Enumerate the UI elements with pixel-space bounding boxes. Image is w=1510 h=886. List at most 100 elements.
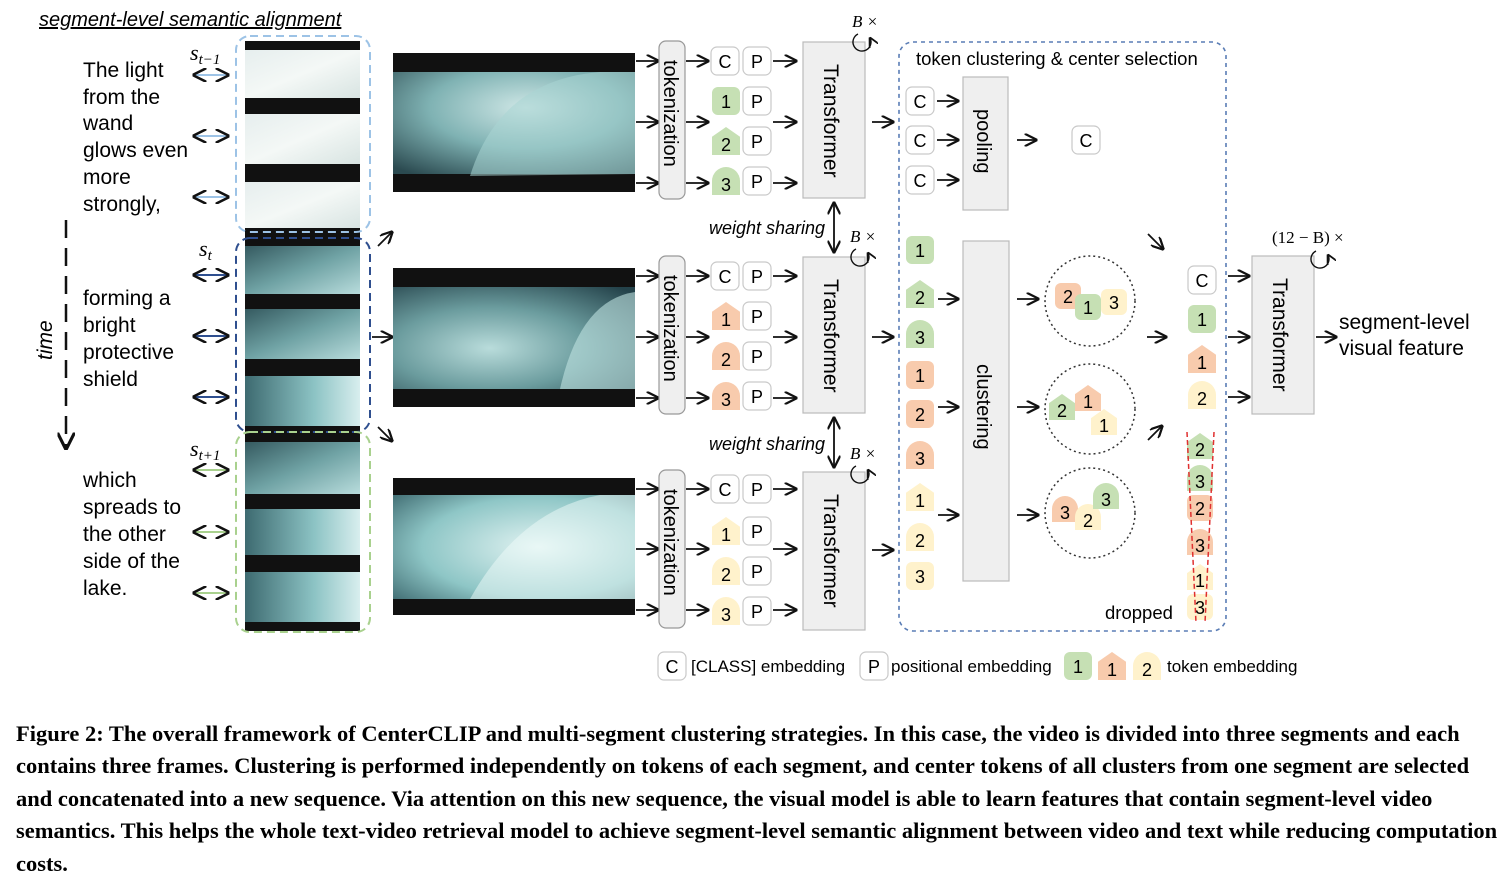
clustered-token: 3 (1052, 496, 1078, 523)
svg-text:C: C (1080, 131, 1093, 151)
segment-text-line: wand (82, 112, 133, 135)
svg-text:3: 3 (721, 390, 731, 410)
pooling-box: pooling (962, 76, 1009, 211)
video-frame (245, 509, 360, 555)
dropped-token: 2 (1187, 433, 1213, 460)
transformer-box: Transformer (802, 471, 866, 631)
svg-text:2: 2 (915, 288, 925, 308)
legend-token-icon: 2 (1133, 652, 1161, 680)
video-frame (245, 442, 360, 494)
cluster-circle (1044, 363, 1136, 455)
svg-text:C: C (914, 92, 927, 112)
svg-text:tokenization: tokenization (659, 275, 681, 382)
patch-token: 3 (712, 597, 740, 625)
svg-text:Transformer: Transformer (819, 494, 842, 608)
patch-token: 1 (712, 517, 740, 545)
weight-sharing-label: weight sharing (709, 218, 825, 238)
svg-text:1: 1 (915, 366, 925, 386)
patch-token: 1 (712, 87, 740, 115)
svg-text:B ×: B × (850, 444, 876, 463)
positional-token: P (742, 596, 772, 626)
patch-token: 3 (906, 441, 934, 469)
cluster-circle (1044, 255, 1136, 347)
segment-text-line: spreads to (83, 496, 181, 519)
patch-token: 2 (906, 400, 934, 428)
positional-token: P (742, 556, 772, 586)
legend-token-label: token embedding (1167, 657, 1297, 676)
positional-token: P (742, 381, 772, 411)
clustered-token: 2 (1049, 394, 1075, 421)
center-token: 1 (1188, 305, 1216, 333)
segment-text-line: from the (83, 86, 160, 109)
svg-text:P: P (751, 132, 763, 152)
svg-text:1: 1 (1197, 310, 1207, 330)
final-transformer-box: Transformer (1251, 255, 1315, 415)
tokenization-box: tokenization (658, 40, 686, 200)
svg-text:1: 1 (721, 92, 731, 112)
svg-text:1: 1 (1107, 660, 1117, 680)
weight-sharing-label: weight sharing (709, 434, 825, 454)
video-frame (245, 376, 360, 426)
big-frame (393, 53, 635, 192)
video-frame (245, 246, 360, 294)
clustered-token: 1 (1075, 385, 1101, 412)
svg-text:3: 3 (721, 175, 731, 195)
svg-text:C: C (719, 480, 732, 500)
segment-text-line: The light (83, 59, 164, 82)
segment-symbol: st (199, 236, 213, 264)
clustered-token: 2 (1055, 283, 1081, 309)
patch-token: 3 (906, 562, 934, 590)
svg-text:P: P (751, 267, 763, 287)
svg-text:3: 3 (721, 605, 731, 625)
svg-text:C: C (666, 657, 679, 677)
svg-text:Transformer: Transformer (1268, 278, 1291, 392)
patch-token: 2 (906, 523, 934, 551)
positional-token: P (742, 341, 772, 371)
svg-text:1: 1 (1083, 298, 1093, 318)
svg-text:3: 3 (915, 328, 925, 348)
segment-group-3 (235, 431, 371, 633)
patch-token: 1 (906, 483, 934, 511)
clustered-token: 1 (1075, 294, 1101, 320)
positional-token: P (742, 46, 772, 76)
video-frame (245, 182, 360, 228)
svg-text:2: 2 (1063, 287, 1073, 307)
output-label: visual feature (1339, 337, 1464, 360)
svg-text:pooling: pooling (972, 109, 994, 174)
alignment-arrows-2 (194, 275, 228, 397)
video-frame (245, 114, 360, 164)
svg-text:3: 3 (1195, 598, 1205, 618)
svg-text:2: 2 (1057, 401, 1067, 421)
svg-text:2: 2 (1195, 440, 1205, 460)
svg-text:C: C (719, 52, 732, 72)
svg-text:2: 2 (721, 135, 731, 155)
tokenization-box: tokenization (658, 255, 686, 415)
svg-text:B ×: B × (852, 12, 878, 31)
svg-text:1: 1 (1099, 416, 1109, 436)
legend: C P 1 1 2 [CLASS] embedding positional embed… (657, 651, 1297, 681)
clustered-token: 1 (1091, 409, 1117, 436)
svg-text:P: P (751, 387, 763, 407)
segment-group-1 (235, 35, 371, 233)
dropped-token: 1 (1187, 564, 1213, 591)
svg-text:1: 1 (721, 525, 731, 545)
loop-label: B × (852, 12, 878, 52)
svg-text:3: 3 (1109, 293, 1119, 313)
class-token: C (710, 474, 740, 504)
svg-text:1: 1 (721, 310, 731, 330)
dropped-strike (1204, 431, 1215, 624)
class-token: C (905, 125, 935, 155)
final-loop-label: (12 − B) × (1272, 228, 1344, 269)
alignment-title: segment-level semantic alignment (39, 9, 343, 31)
legend-class-icon: C (657, 651, 687, 681)
patch-token: 3 (712, 382, 740, 410)
dropped-label: dropped (1105, 602, 1173, 623)
svg-text:3: 3 (1060, 503, 1070, 523)
svg-text:C: C (914, 171, 927, 191)
legend-class-label: [CLASS] embedding (691, 657, 845, 676)
svg-text:2: 2 (1142, 660, 1152, 680)
svg-text:Transformer: Transformer (819, 64, 842, 178)
svg-text:3: 3 (1195, 472, 1205, 492)
legend-token-icon: 1 (1098, 652, 1126, 680)
svg-text:P: P (868, 657, 880, 677)
